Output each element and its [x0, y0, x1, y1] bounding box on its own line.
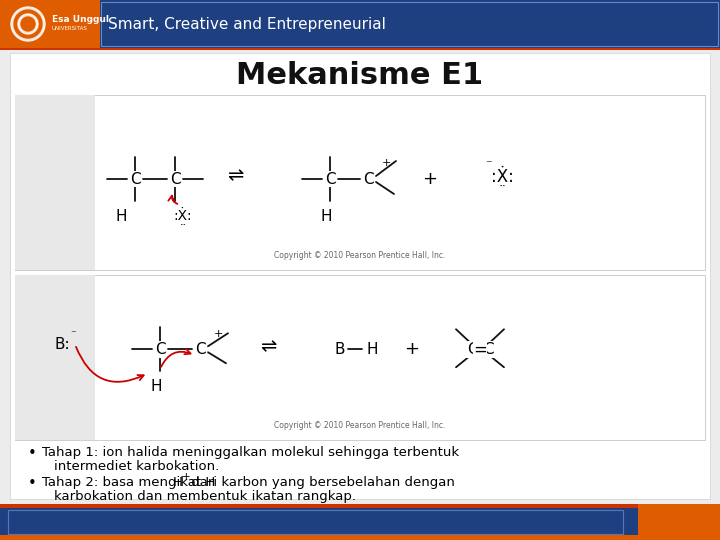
Text: C: C	[155, 342, 166, 357]
Text: H: H	[150, 379, 162, 394]
Text: Copyright © 2010 Pearson Prentice Hall, Inc.: Copyright © 2010 Pearson Prentice Hall, …	[274, 421, 446, 430]
Text: +: +	[382, 158, 391, 168]
Text: H: H	[173, 476, 183, 489]
FancyBboxPatch shape	[0, 0, 100, 48]
Text: C: C	[482, 342, 493, 357]
Text: C: C	[363, 172, 373, 186]
FancyBboxPatch shape	[15, 275, 95, 440]
Text: H: H	[115, 209, 127, 224]
Text: Mekanisme E1: Mekanisme E1	[236, 62, 484, 91]
Text: ⁻: ⁻	[485, 159, 491, 172]
Text: intermediet karbokation.: intermediet karbokation.	[54, 460, 220, 473]
Text: B:: B:	[54, 337, 70, 352]
FancyBboxPatch shape	[0, 504, 720, 540]
FancyBboxPatch shape	[10, 53, 710, 499]
Text: karbokation dan membentuk ikatan rangkap.: karbokation dan membentuk ikatan rangkap…	[54, 490, 356, 503]
Text: C: C	[130, 172, 140, 186]
Text: ¨: ¨	[180, 223, 186, 236]
Text: ⇌: ⇌	[260, 337, 276, 356]
Text: +: +	[181, 472, 190, 482]
FancyBboxPatch shape	[638, 504, 720, 535]
Text: H: H	[366, 342, 378, 357]
FancyBboxPatch shape	[15, 275, 705, 440]
Text: UNIVERSITAS: UNIVERSITAS	[52, 26, 88, 31]
FancyBboxPatch shape	[0, 535, 720, 540]
FancyBboxPatch shape	[0, 48, 720, 504]
FancyBboxPatch shape	[15, 95, 705, 270]
Text: •: •	[27, 476, 37, 491]
Text: :Ẋ:: :Ẋ:	[490, 168, 513, 186]
FancyBboxPatch shape	[0, 48, 720, 50]
Text: C: C	[170, 172, 180, 186]
Text: +: +	[423, 170, 438, 188]
Circle shape	[18, 14, 38, 34]
Circle shape	[21, 17, 35, 31]
FancyBboxPatch shape	[0, 0, 720, 48]
Text: C: C	[467, 342, 477, 357]
Text: C: C	[325, 172, 336, 186]
Text: dari karbon yang bersebelahan dengan: dari karbon yang bersebelahan dengan	[186, 476, 454, 489]
Circle shape	[14, 10, 42, 38]
Text: ¨: ¨	[498, 186, 505, 200]
Text: Tahap 2: basa mengikat H: Tahap 2: basa mengikat H	[42, 476, 215, 489]
Text: ⇌: ⇌	[227, 166, 243, 186]
Text: :Ẋ:: :Ẋ:	[174, 209, 192, 223]
Text: •: •	[27, 446, 37, 461]
Text: B: B	[335, 342, 346, 357]
Circle shape	[11, 7, 45, 41]
Text: +: +	[405, 340, 420, 358]
Text: C: C	[194, 342, 205, 357]
Text: ⁻: ⁻	[70, 329, 76, 339]
Text: Tahap 1: ion halida meninggalkan molekul sehingga terbentuk: Tahap 1: ion halida meninggalkan molekul…	[42, 446, 459, 459]
Text: +: +	[213, 329, 222, 339]
FancyBboxPatch shape	[0, 504, 720, 508]
Text: Esa Unggul: Esa Unggul	[52, 15, 109, 24]
Text: Smart, Creative and Entrepreneurial: Smart, Creative and Entrepreneurial	[108, 17, 386, 31]
Text: =: =	[473, 340, 487, 358]
Text: Copyright © 2010 Pearson Prentice Hall, Inc.: Copyright © 2010 Pearson Prentice Hall, …	[274, 251, 446, 260]
Text: H: H	[320, 209, 332, 224]
FancyBboxPatch shape	[15, 95, 95, 270]
